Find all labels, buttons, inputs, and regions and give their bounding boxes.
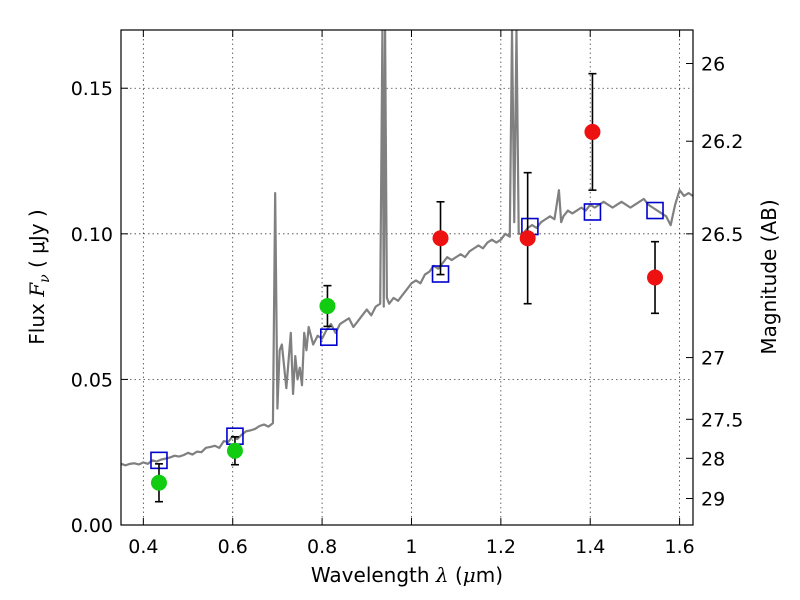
y-tick-label: 0.10: [71, 224, 113, 246]
spectrum-line: [121, 30, 693, 467]
model-square-marker: [583, 203, 602, 221]
x-tick-label: 1: [405, 536, 417, 558]
y2-tick-label: 28: [701, 448, 725, 470]
x-axis-label: Wavelength λ (μm): [311, 563, 503, 587]
x-tick-label: 0.4: [128, 536, 158, 558]
x-tick-label: 1.2: [486, 536, 516, 558]
y-tick-label: 0.05: [71, 369, 113, 391]
photometry-circle-marker: [432, 230, 449, 247]
x-tick-label: 1.6: [664, 536, 694, 558]
plot-area: [121, 30, 693, 525]
y2-tick-label: 27: [701, 348, 725, 370]
y2-tick-label: 26: [701, 53, 725, 75]
y2-tick-label: 26.2: [701, 131, 743, 153]
y2-tick-label: 26.5: [701, 224, 743, 246]
plot-frame: [120, 29, 694, 526]
photometry-circle-marker: [647, 269, 664, 286]
photometry-circle-marker: [519, 230, 536, 247]
y-axis-label: Flux Fν ( μJy ): [25, 209, 53, 344]
y2-tick-label: 27.5: [701, 409, 743, 431]
photometry-circle-marker: [150, 474, 167, 491]
y-tick-label: 0.15: [71, 78, 113, 100]
y2-axis-label: Magnitude (AB): [757, 199, 781, 354]
photometry-circle-marker: [226, 442, 243, 459]
photometry-circle-marker: [584, 123, 601, 140]
model-square-marker: [646, 201, 664, 220]
x-tick-label: 1.4: [575, 536, 605, 558]
x-tick-label: 0.8: [307, 536, 337, 558]
grid-lines: [121, 30, 693, 526]
axis-ticks: 0.4 0.6 0.8 1 1.2 1.4 1.6 0.00 0.05 0.10 0.15 26 26.…: [71, 30, 743, 558]
y-tick-label: 0.00: [71, 515, 113, 537]
model-square-marker: [319, 328, 338, 346]
photometry-circle-marker: [319, 298, 336, 315]
y2-tick-label: 29: [701, 489, 725, 511]
x-tick-label: 0.6: [218, 536, 248, 558]
data-series: [121, 30, 693, 503]
